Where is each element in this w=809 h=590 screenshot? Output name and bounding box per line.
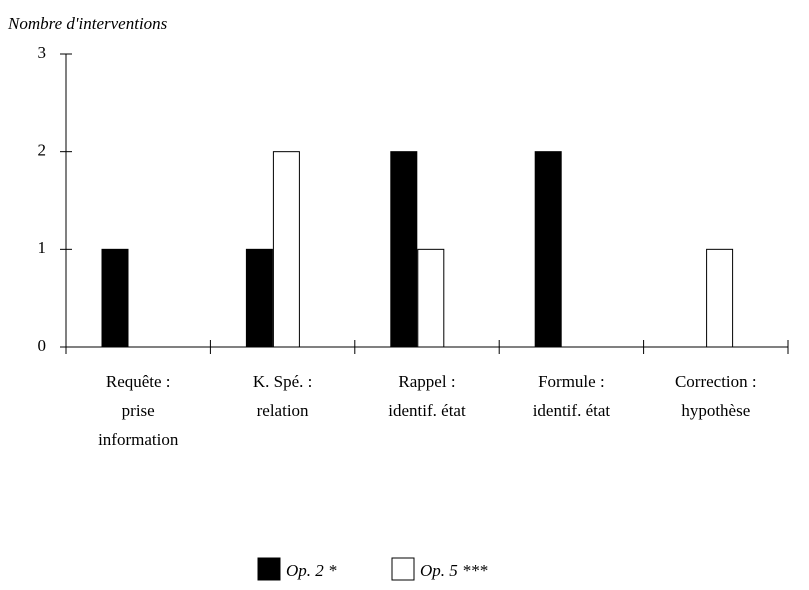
- y-tick-label: 0: [38, 336, 47, 355]
- y-axis-title: Nombre d'interventions: [7, 14, 168, 33]
- x-tick-label: Correction :: [675, 372, 757, 391]
- bar: [101, 248, 129, 348]
- x-tick-label: identif. état: [388, 401, 466, 420]
- legend-swatch: [391, 557, 415, 581]
- x-tick-label: prise: [122, 401, 155, 420]
- bar: [272, 151, 300, 348]
- bar: [706, 248, 734, 348]
- bar: [245, 248, 273, 348]
- x-tick-label: hypothèse: [681, 401, 750, 420]
- legend-label: Op. 2 *: [286, 561, 337, 580]
- x-tick-label: relation: [257, 401, 309, 420]
- x-tick-label: information: [98, 430, 179, 449]
- legend-label: Op. 5 ***: [420, 561, 488, 580]
- x-tick-label: K. Spé. :: [253, 372, 313, 391]
- bar: [390, 151, 418, 348]
- y-tick-label: 2: [38, 141, 47, 160]
- x-tick-label: Formule :: [538, 372, 605, 391]
- x-tick-label: Requête :: [106, 372, 171, 391]
- y-tick-label: 3: [38, 43, 47, 62]
- x-tick-label: identif. état: [533, 401, 611, 420]
- bar: [534, 151, 562, 348]
- legend-swatch: [257, 557, 281, 581]
- x-tick-label: Rappel :: [398, 372, 455, 391]
- y-tick-label: 1: [38, 238, 47, 257]
- bar: [417, 248, 445, 348]
